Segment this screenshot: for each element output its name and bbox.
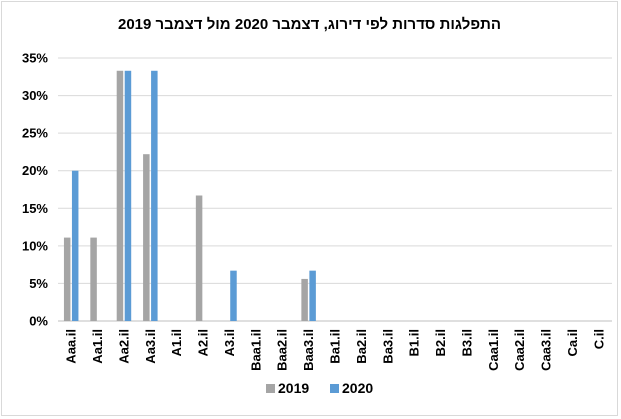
x-tick-label: B1.il — [407, 329, 422, 356]
x-tick-label: Ba2.il — [354, 329, 369, 364]
x-tick-label: Caa3.il — [539, 329, 554, 371]
bar-2020-Aaa.il — [71, 170, 79, 321]
y-tick-label: 10% — [22, 238, 48, 253]
y-tick-label: 25% — [22, 126, 48, 141]
x-tick-label: A1.il — [169, 329, 184, 356]
bar-2020-Aa2.il — [124, 70, 132, 321]
bar-2019-Baa3.il — [301, 278, 308, 321]
x-tick-label: Caa2.il — [512, 329, 527, 371]
x-tick-label: C.il — [591, 329, 606, 349]
x-tick-label: Aaa.il — [64, 329, 79, 364]
x-tick-label: B2.il — [433, 329, 448, 356]
x-tick-label: Caa1.il — [486, 329, 501, 371]
x-tick-label: Ba1.il — [328, 329, 343, 364]
x-tick-label: Ca.il — [565, 329, 580, 356]
bar-2019-A2.il — [195, 195, 203, 321]
x-tick-label: Baa2.il — [275, 329, 290, 371]
y-tick-label: 0% — [29, 314, 48, 329]
y-tick-label: 30% — [22, 88, 48, 103]
x-tick-label: Aa3.il — [143, 329, 158, 364]
legend-label-2020: 2020 — [342, 380, 373, 396]
y-tick-label: 5% — [29, 276, 48, 291]
gridlines — [58, 57, 612, 322]
bar-2019-Aa1.il — [90, 237, 97, 321]
bar-2019-Aa2.il — [116, 70, 124, 321]
bar-2019-Aa3.il — [143, 154, 150, 321]
x-tick-label: Ba3.il — [380, 329, 395, 364]
x-axis-ticks: Aaa.il Aa1.il Aa2.il Aa3.il A1.il A2.il A3.il B… — [64, 329, 607, 371]
bar-2020-Aa3.il — [151, 70, 158, 321]
x-tick-label: Baa1.il — [248, 329, 263, 371]
x-tick-label: Aa2.il — [116, 329, 131, 364]
y-tick-label: 20% — [22, 163, 48, 178]
legend-swatch-2019 — [266, 384, 275, 393]
y-axis-ticks: 0% 5% 10% 15% 20% 25% 30% 35% — [22, 51, 48, 329]
x-tick-label: Aa1.il — [90, 329, 105, 364]
bar-2019-Aaa.il — [63, 237, 71, 321]
x-tick-label: A2.il — [196, 329, 211, 356]
bar-2020-A3.il — [230, 270, 237, 321]
x-tick-label: A3.il — [222, 329, 237, 356]
bars — [63, 70, 316, 321]
bar-2020-Baa3.il — [309, 270, 316, 321]
y-tick-label: 15% — [22, 201, 48, 216]
x-tick-label: Baa3.il — [301, 329, 316, 371]
x-tick-label: B3.il — [459, 329, 474, 356]
chart-title: התפלגות סדרות לפי דירוג, דצמבר 2020 מול … — [117, 16, 502, 33]
legend: 2019 2020 — [266, 380, 373, 396]
legend-swatch-2020 — [330, 384, 339, 393]
y-tick-label: 35% — [22, 51, 48, 66]
legend-label-2019: 2019 — [278, 380, 309, 396]
